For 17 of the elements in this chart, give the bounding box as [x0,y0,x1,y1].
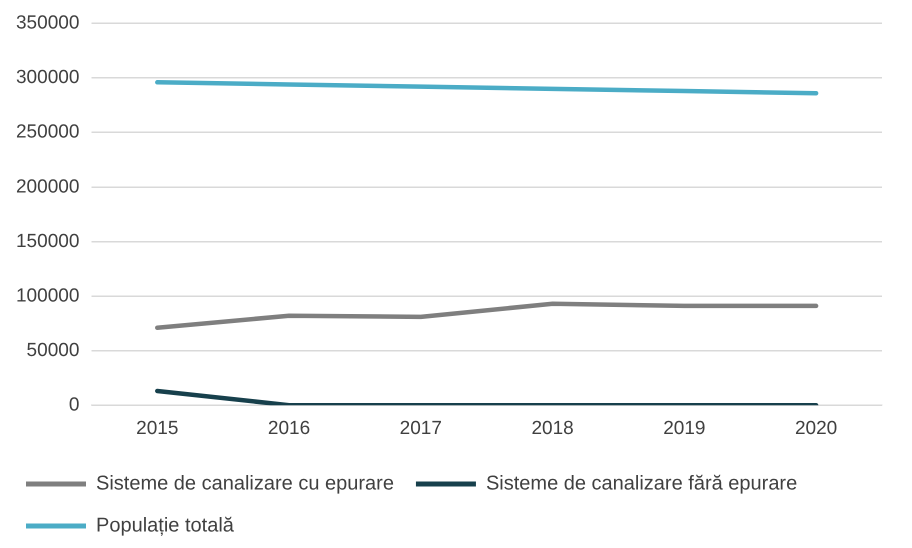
legend-label: Populație totală [96,514,235,537]
legend-label: Sisteme de canalizare cu epurare [96,472,394,495]
x-tick-label: 2019 [663,418,706,439]
x-tick-label: 2018 [531,418,574,439]
y-tick-label: 150000 [16,230,80,252]
y-tick-label: 300000 [16,67,80,88]
x-tick-label: 2017 [400,418,442,439]
y-tick-label: 100000 [16,285,80,306]
x-tick-label: 2016 [268,418,310,439]
y-tick-label: 0 [68,394,80,416]
y-tick-label: 350000 [16,12,80,34]
y-tick-label: 250000 [16,122,80,143]
y-tick-label: 50000 [26,340,80,361]
y-tick-label: 200000 [16,176,80,198]
x-tick-label: 2020 [794,418,838,439]
legend-label: Sisteme de canalizare fără epurare [486,472,798,495]
x-tick-label: 2015 [136,418,178,439]
